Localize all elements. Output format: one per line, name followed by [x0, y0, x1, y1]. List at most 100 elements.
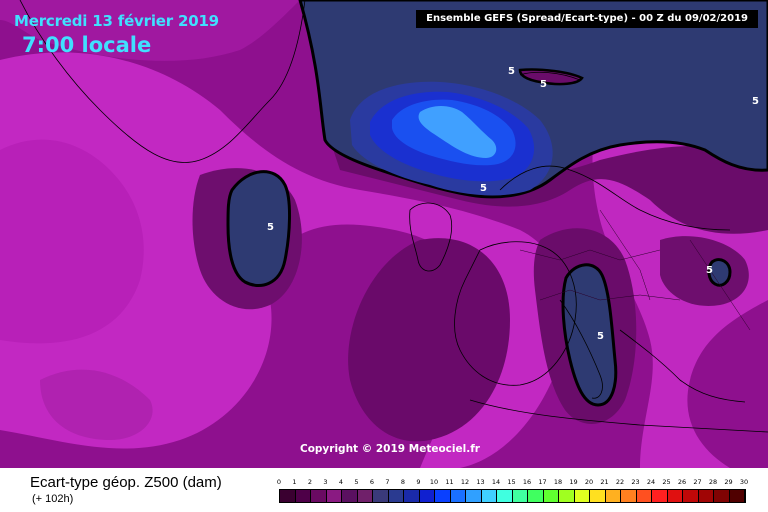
scale-swatch: [435, 490, 451, 502]
spread-zone-dark-east: [660, 236, 749, 306]
color-scale-swatches: [279, 489, 746, 503]
scale-tick-label: 0: [276, 478, 282, 486]
spread-core-center: [418, 106, 497, 158]
scale-tick-label: 22: [615, 478, 625, 486]
coast-italy: [559, 299, 603, 399]
scale-swatch: [466, 490, 482, 502]
spread-contour-5-east: [707, 258, 732, 287]
scale-tick-label: 25: [662, 478, 671, 486]
scale-swatch: [543, 490, 559, 502]
scale-tick-label: 4: [338, 478, 344, 486]
scale-swatch: [512, 490, 528, 502]
scale-tick-label: 6: [369, 478, 375, 486]
scale-tick-label: 29: [724, 478, 733, 486]
scale-swatch: [326, 490, 342, 502]
scale-tick-label: 19: [569, 478, 578, 486]
scale-tick-label: 7: [385, 478, 390, 486]
scale-tick-label: 28: [708, 478, 718, 486]
scale-swatch: [729, 490, 745, 502]
scale-swatch: [311, 490, 327, 502]
border-eastern: [599, 209, 651, 301]
coast-iceland: [519, 71, 581, 81]
scale-tick-label: 18: [553, 478, 563, 486]
scale-swatch: [528, 490, 544, 502]
scale-tick-label: 24: [646, 478, 656, 486]
coast-scandinavia-baltic: [499, 165, 731, 231]
coast-balkans: [619, 329, 746, 403]
spread-band-north: [0, 0, 300, 61]
scale-swatch: [497, 490, 513, 502]
scale-tick-label: 27: [693, 478, 702, 486]
scale-swatch: [388, 490, 404, 502]
scale-swatch: [559, 490, 575, 502]
contour-label: 5: [752, 96, 759, 107]
spread-band-bright: [0, 52, 568, 468]
ensemble-spread-map: [0, 0, 768, 468]
scale-swatch: [636, 490, 652, 502]
scale-tick-label: 10: [429, 478, 439, 486]
scale-tick-label: 11: [445, 478, 454, 486]
scale-swatch: [373, 490, 389, 502]
scale-tick-label: 16: [522, 478, 532, 486]
spread-band-west: [0, 139, 144, 344]
color-scale-ticks: 0 1 2 3 4 5 6 7 8 9 10 11 12 13 14 15 16 17 18 19 20 21 22 23 24…: [277, 478, 761, 488]
border-central-europe: [519, 249, 661, 261]
scale-tick-label: 15: [507, 478, 516, 486]
scale-tick-label: 14: [491, 478, 501, 486]
forecast-time: 7:00 locale: [22, 33, 152, 57]
scale-tick-label: 12: [460, 478, 470, 486]
scale-swatch: [419, 490, 435, 502]
spread-zone-dark-central: [330, 140, 768, 234]
scale-tick-label: 23: [631, 478, 640, 486]
scale-tick-label: 3: [323, 478, 328, 486]
scale-tick-label: 26: [677, 478, 687, 486]
scale-tick-label: 5: [354, 478, 359, 486]
coast-british-isles: [409, 202, 453, 272]
scale-swatch: [605, 490, 621, 502]
scale-tick-label: 30: [739, 478, 749, 486]
scale-tick-label: 9: [416, 478, 421, 486]
country-borders: [519, 209, 751, 331]
scale-swatch: [404, 490, 420, 502]
scale-swatch: [698, 490, 714, 502]
coast-north-africa: [469, 399, 768, 433]
spread-zone-dark-south: [348, 238, 510, 442]
color-scale: 0 1 2 3 4 5 6 7 8 9 10 11 12 13 14 15 16 17 18 19 20 21 22 23 24…: [277, 478, 761, 508]
scale-swatch: [621, 490, 637, 502]
scale-tick-label: 1: [292, 478, 297, 486]
scale-swatch: [652, 490, 668, 502]
scale-swatch: [683, 490, 699, 502]
spread-contour-5-atlantic: [226, 170, 292, 287]
scale-swatch: [714, 490, 730, 502]
border-far-east: [689, 239, 751, 331]
scale-tick-label: 2: [307, 478, 313, 486]
coastlines: [19, 0, 768, 433]
scale-swatch: [481, 490, 497, 502]
spread-zone-southwest: [40, 369, 153, 440]
scale-swatch: [590, 490, 606, 502]
scale-tick-label: 13: [476, 478, 485, 486]
contour-label: 5: [706, 265, 713, 276]
copyright-text: Copyright © 2019 Meteociel.fr: [300, 443, 480, 455]
contour-label: 5: [597, 331, 604, 342]
model-info-box: Ensemble GEFS (Spread/Ecart-type) - 00 Z…: [416, 10, 758, 28]
legend-subtitle: (+ 102h): [32, 493, 74, 505]
forecast-date: Mercredi 13 février 2019: [14, 12, 219, 30]
scale-swatch: [342, 490, 358, 502]
contour-label: 5: [508, 66, 515, 77]
scale-swatch: [574, 490, 590, 502]
coast-greenland: [19, 0, 306, 163]
scale-tick-label: 8: [400, 478, 406, 486]
scale-swatch: [357, 490, 373, 502]
border-alps-danube: [539, 289, 681, 301]
scale-swatch: [450, 490, 466, 502]
contour-label: 5: [480, 183, 487, 194]
contour-label: 5: [540, 79, 547, 90]
scale-tick-label: 20: [584, 478, 594, 486]
scale-swatch: [295, 490, 311, 502]
contour-label: 5: [267, 222, 274, 233]
spread-contour-5-iceland: [518, 68, 584, 86]
scale-swatch: [667, 490, 683, 502]
scale-tick-label: 21: [600, 478, 609, 486]
